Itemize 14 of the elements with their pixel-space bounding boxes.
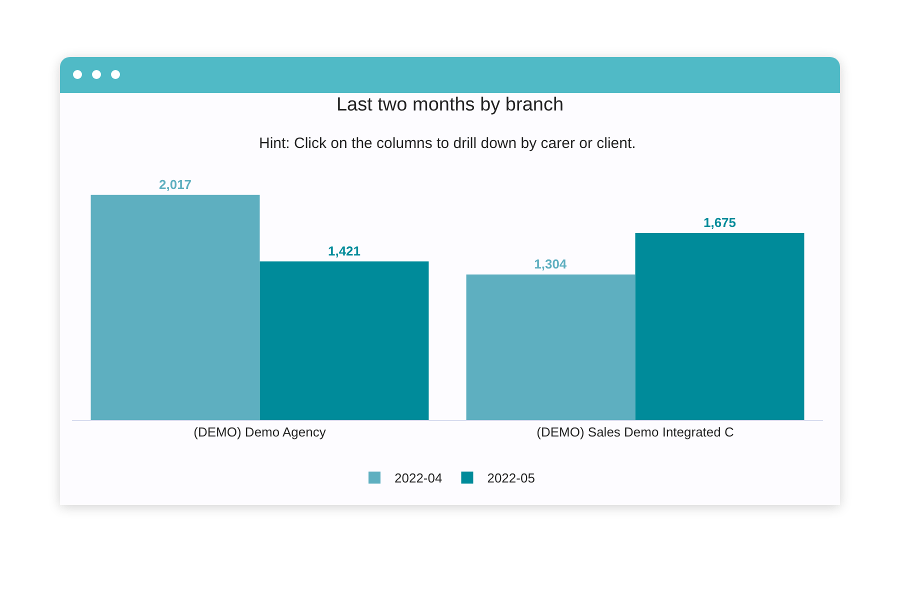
data-label: 1,675 (703, 215, 736, 230)
chart-subtitle: Hint: Click on the columns to drill down by carer or client. (259, 135, 636, 152)
x-tick-label: (DEMO) Demo Agency (194, 424, 326, 440)
chart-title: Last two months by branch (336, 94, 564, 116)
bar (90, 194, 260, 420)
legend-label: 2022-05 (487, 470, 535, 486)
bar (466, 274, 636, 420)
data-label: 2,017 (158, 176, 192, 192)
bar (260, 261, 429, 420)
bar (635, 233, 804, 420)
data-label: 1,421 (328, 243, 361, 258)
data-label: 1,304 (534, 256, 568, 272)
legend-label: 2022-04 (394, 470, 442, 486)
x-tick-label: (DEMO) Sales Demo Integrated C (536, 424, 734, 440)
